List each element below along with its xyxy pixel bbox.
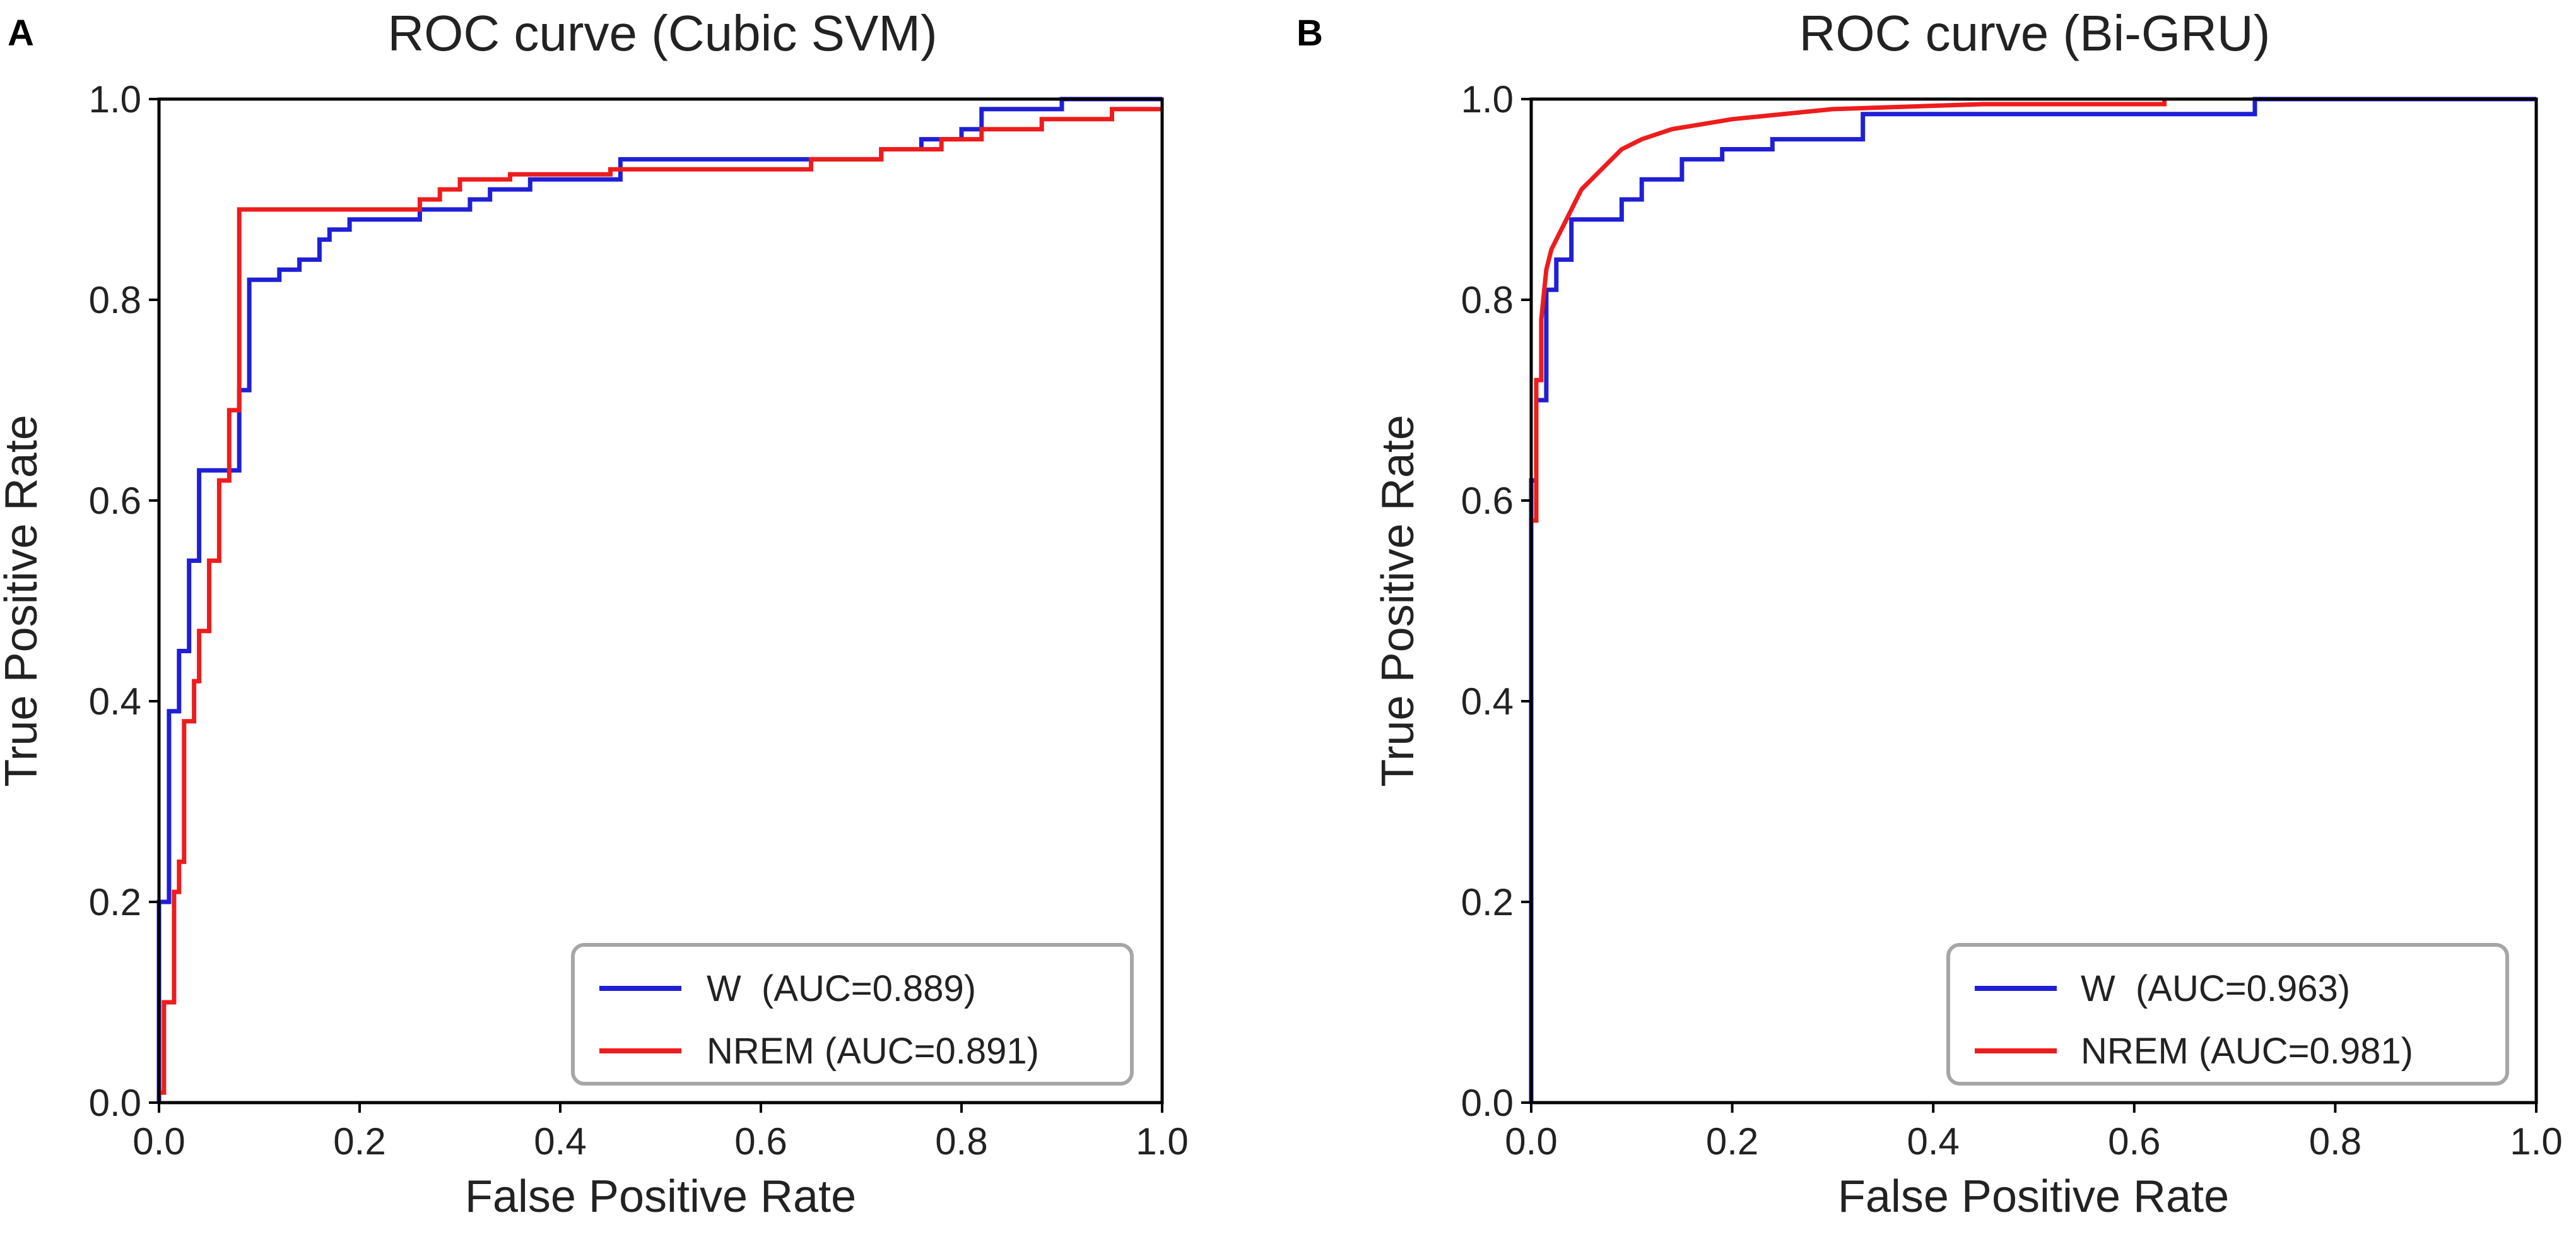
panel-a-curve-nrem — [159, 107, 1162, 1095]
panel-a-letter: A — [8, 13, 34, 54]
panel-a-legend-label-w: W (AUC=0.889) — [707, 968, 976, 1009]
panel-a-x-tick-label: 0.6 — [734, 1120, 787, 1163]
panel-b-curve-w — [1529, 97, 2536, 1103]
panel-b-y-tick-label: 0.8 — [1461, 279, 1514, 321]
panel-b-letter: B — [1297, 13, 1323, 54]
panel-a-legend-label-nrem: NREM (AUC=0.891) — [707, 1031, 1039, 1072]
panel-b-curve-nrem — [1531, 99, 2167, 523]
panel-b-y-ticks: 0.0 0.2 0.4 0.6 0.8 1.0 — [1461, 78, 1531, 1124]
panel-a-y-tick-label: 0.0 — [89, 1082, 141, 1124]
panel-a-x-tick-label: 0.4 — [534, 1120, 586, 1163]
panel-a-plot-frame — [157, 97, 1164, 1105]
panel-b-y-tick-label: 0.0 — [1461, 1082, 1514, 1124]
panel-a-legend: W (AUC=0.889) NREM (AUC=0.891) — [571, 943, 1134, 1086]
panel-a-x-axis-label: False Positive Rate — [465, 1171, 856, 1222]
panel-a-x-tick-label: 0.8 — [935, 1120, 987, 1163]
panel-b-legend: W (AUC=0.963) NREM (AUC=0.981) — [1946, 943, 2509, 1086]
panel-a-x-tick-label: 0.2 — [333, 1120, 385, 1163]
panel-a-title: ROC curve (Cubic SVM) — [387, 5, 937, 61]
panel-a-x-tick-label: 0.0 — [132, 1120, 185, 1163]
panel-a-y-tick-label: 1.0 — [89, 78, 141, 121]
panel-a-curves — [156, 97, 1162, 1103]
panel-b-x-tick-label: 0.4 — [1907, 1120, 1959, 1163]
panel-b-x-axis-label: False Positive Rate — [1838, 1171, 2229, 1222]
panel-b-x-tick-label: 0.8 — [2309, 1120, 2361, 1163]
panel-a: A ROC curve (Cubic SVM) 0.0 0.2 0.4 0.6 0.8 1… — [0, 5, 1189, 1222]
panel-b-curves — [1529, 97, 2536, 1103]
panel-b-x-tick-label: 0.2 — [1706, 1120, 1758, 1163]
panel-b-y-tick-label: 0.6 — [1461, 480, 1514, 522]
panel-b-x-tick-label: 0.0 — [1505, 1120, 1557, 1163]
panel-b-x-ticks: 0.0 0.2 0.4 0.6 0.8 1.0 — [1505, 1103, 2563, 1163]
panel-a-x-ticks: 0.0 0.2 0.4 0.6 0.8 1.0 — [132, 1103, 1189, 1163]
panel-b-legend-label-nrem: NREM (AUC=0.981) — [2081, 1031, 2413, 1072]
panel-a-y-ticks: 0.0 0.2 0.4 0.6 0.8 1.0 — [89, 78, 159, 1124]
panel-a-y-tick-label: 0.4 — [89, 680, 141, 723]
panel-b: B ROC curve (Bi-GRU) 0.0 0.2 0.4 0.6 0.8 1.0 … — [1297, 5, 2563, 1222]
panel-a-curve-w — [156, 97, 1162, 1103]
panel-a-y-tick-label: 0.6 — [89, 480, 141, 522]
panel-a-legend-box — [571, 943, 1134, 1086]
panel-b-plot-frame — [1529, 97, 2538, 1105]
panel-a-y-tick-label: 0.8 — [89, 279, 141, 321]
panel-a-y-tick-label: 0.2 — [89, 881, 141, 923]
panel-b-y-axis-label: True Positive Rate — [1373, 415, 1423, 787]
panel-b-y-tick-label: 0.4 — [1461, 680, 1514, 723]
panel-b-legend-label-w: W (AUC=0.963) — [2081, 968, 2350, 1009]
panel-a-x-tick-label: 1.0 — [1136, 1120, 1188, 1163]
panel-b-legend-box — [1946, 943, 2509, 1086]
panel-b-x-tick-label: 0.6 — [2108, 1120, 2160, 1163]
panel-b-y-tick-label: 1.0 — [1461, 78, 1514, 121]
panel-b-y-tick-label: 0.2 — [1461, 881, 1514, 923]
panel-b-x-tick-label: 1.0 — [2510, 1120, 2562, 1163]
panel-a-y-axis-label: True Positive Rate — [0, 415, 47, 787]
panel-b-title: ROC curve (Bi-GRU) — [1799, 5, 2271, 61]
